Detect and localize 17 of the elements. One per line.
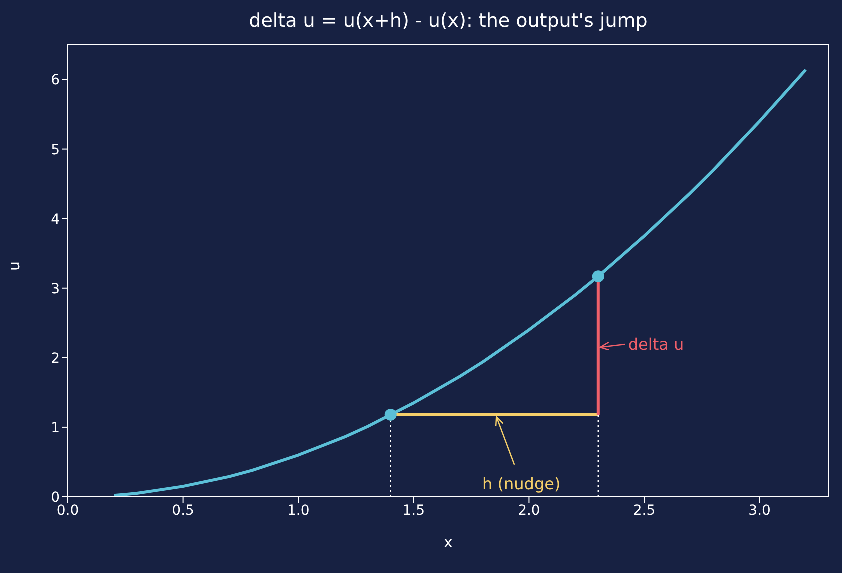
- y-tick-label: 3: [51, 281, 60, 298]
- y-tick-label: 1: [51, 420, 60, 436]
- x-tick-label: 1.0: [287, 502, 310, 519]
- y-tick-label: 6: [51, 72, 60, 89]
- annotation: delta u: [628, 334, 684, 354]
- x-tick-label: 1.5: [402, 502, 426, 519]
- y-axis-title: u: [5, 261, 24, 271]
- x-tick-label: 0.5: [172, 502, 194, 519]
- annotation: h (nudge): [482, 474, 561, 494]
- chart-title: delta u = u(x+h) - u(x): the output's jump: [248, 10, 649, 32]
- x-axis-title: x: [444, 534, 454, 552]
- x-tick-label: 2.5: [633, 502, 656, 519]
- x-tick-label: 2.0: [518, 502, 540, 519]
- y-tick-label: 2: [51, 350, 60, 367]
- x-tick-label: 3.0: [748, 502, 771, 519]
- y-tick-label: 4: [51, 212, 60, 228]
- y-tick-label: 5: [51, 142, 60, 158]
